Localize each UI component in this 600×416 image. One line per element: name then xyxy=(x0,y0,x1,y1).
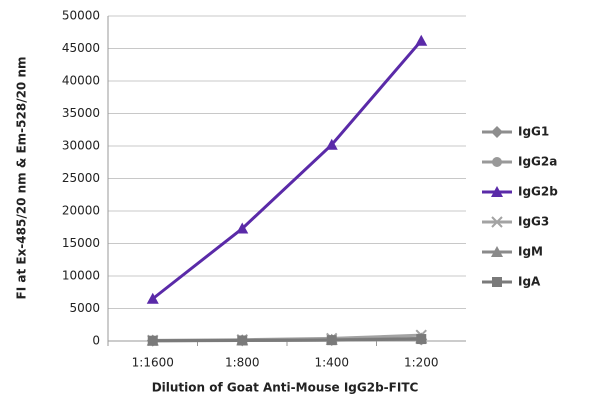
x-tick-label: 1:800 xyxy=(225,356,260,370)
legend-label: IgG2a xyxy=(518,155,557,169)
legend-swatch-marker xyxy=(492,277,502,287)
y-tick-label: 45000 xyxy=(62,41,100,55)
y-tick-label: 5000 xyxy=(69,301,100,315)
x-axis-title: Dilution of Goat Anti-Mouse IgG2b-FITC xyxy=(152,381,419,395)
y-tick-label: 15000 xyxy=(62,236,100,250)
y-tick-label: 10000 xyxy=(62,269,100,283)
x-tick-label: 1:200 xyxy=(404,356,439,370)
y-tick-label: 25000 xyxy=(62,171,100,185)
x-tick-label: 1:400 xyxy=(314,356,349,370)
data-point xyxy=(415,34,428,46)
legend-label: IgG1 xyxy=(518,125,549,139)
legend-swatch-marker xyxy=(492,157,502,167)
y-tick-label: 40000 xyxy=(62,74,100,88)
legend-swatch-marker xyxy=(491,246,503,257)
data-point xyxy=(146,292,159,304)
legend-label: IgG2b xyxy=(518,185,558,199)
legend-label: IgG3 xyxy=(518,215,549,229)
legend-swatch-marker xyxy=(491,126,503,138)
data-point xyxy=(416,334,427,345)
data-point xyxy=(325,138,338,150)
series-line xyxy=(151,39,423,300)
data-point xyxy=(236,222,249,234)
y-axis-title: FI at Ex-485/20 nm & Em-528/20 nm xyxy=(15,57,29,300)
legend-label: IgA xyxy=(518,275,541,289)
legend-label: IgM xyxy=(518,245,543,259)
y-tick-label: 20000 xyxy=(62,204,100,218)
data-point xyxy=(237,335,248,346)
y-tick-label: 30000 xyxy=(62,139,100,153)
legend-swatch-marker xyxy=(491,216,503,228)
legend-swatch-marker xyxy=(491,186,503,197)
data-point xyxy=(326,335,337,346)
y-tick-label: 35000 xyxy=(62,106,100,120)
y-tick-label: 0 xyxy=(92,334,100,348)
data-point xyxy=(147,335,158,346)
y-tick-label: 50000 xyxy=(62,9,100,23)
x-tick-label: 1:1600 xyxy=(132,356,174,370)
series-line xyxy=(152,337,422,343)
